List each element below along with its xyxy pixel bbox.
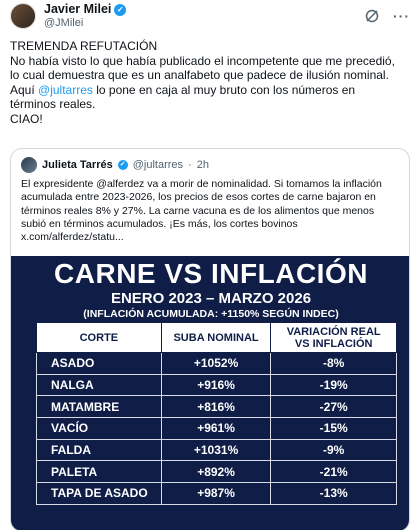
cell-nominal: +892% [160,460,272,484]
data-table: CORTE SUBA NOMINAL VARIACIÓN REAL VS INF… [36,322,397,505]
infographic-image[interactable]: CARNE VS INFLACIÓN ENERO 2023 – MARZO 20… [11,256,409,530]
infographic-subtitle: ENERO 2023 – MARZO 2026 [110,290,312,307]
mention-link[interactable]: @jultarres [38,82,93,97]
quoted-text-line: El expresidente @alferdez va a morir de … [21,178,382,190]
author-handle[interactable]: @JMilei [44,16,84,29]
column-header: SUBA NOMINAL [160,322,272,353]
cell-corte: NALGA [36,373,162,397]
table-header-row: CORTE SUBA NOMINAL VARIACIÓN REAL VS INF… [36,322,397,353]
author-info: Javier Milei ✓ @JMilei [44,2,127,29]
quoted-tweet[interactable]: Julieta Tarrés ✓ @jultarres · 2h El expr… [10,148,410,530]
cell-real: -8% [270,352,397,375]
column-header: VARIACIÓN REAL VS INFLACIÓN [270,322,397,353]
avatar[interactable] [10,3,36,29]
post-line: lo pone en caja al muy bruto con los núm… [92,82,356,97]
cell-corte: TAPA DE ASADO [36,482,162,505]
cell-real: -13% [270,482,397,505]
table-row: ASADO +1052% -8% [36,352,397,375]
cell-nominal: +916% [160,373,272,397]
quoted-text: El expresidente @alferdez va a morir de … [21,178,403,244]
quoted-text-line: x.com/alferdez/statu... [21,231,124,244]
header-actions: ··· [365,8,410,24]
cell-real: -27% [270,395,397,419]
post-line: lo cual demuestra que es un analfabeto q… [10,68,389,83]
cell-corte: PALETA [36,460,162,484]
infographic-note: (INFLACIÓN ACUMULADA: +1150% SEGÚN INDEC… [83,308,339,320]
quoted-text-line: términos reales 8% y 27%. La carne vacun… [21,204,375,217]
quoted-avatar[interactable] [21,157,37,173]
cell-nominal: +961% [160,417,272,440]
cell-real: -21% [270,460,397,484]
tweet-header: Javier Milei ✓ @JMilei ··· [10,2,410,30]
cell-corte: MATAMBRE [36,395,162,419]
quoted-text-line: acumulada entre 2023-2026, los precios d… [21,191,376,204]
cell-real: -15% [270,417,397,440]
column-header-line: VARIACIÓN REAL [286,325,381,338]
cell-real: -19% [270,373,397,397]
cell-corte: FALDA [36,438,162,462]
separator-dot: · [188,159,192,171]
column-header: CORTE [36,322,162,353]
post-line: términos reales. [10,97,96,112]
grok-icon[interactable] [365,9,379,23]
table-row: MATAMBRE +816% -27% [36,395,397,419]
table-row: VACÍO +961% -15% [36,417,397,440]
tweet-text: TREMENDA REFUTACIÓN No había visto lo qu… [10,39,410,127]
column-header-line: VS INFLACIÓN [294,337,373,350]
cell-nominal: +816% [160,395,272,419]
cell-nominal: +1052% [160,352,272,375]
cell-nominal: +987% [160,482,272,505]
cell-corte: VACÍO [36,417,162,440]
quoted-author-name[interactable]: Julieta Tarrés [42,159,113,171]
table-row: PALETA +892% -21% [36,460,397,484]
table-row: FALDA +1031% -9% [36,438,397,462]
post-line: No había visto lo que había publicado el… [10,53,395,68]
quoted-header: Julieta Tarrés ✓ @jultarres · 2h [21,157,209,173]
post-line: TREMENDA REFUTACIÓN [10,39,158,53]
quoted-text-line: subió en términos acumulados. ¡Es más, l… [21,217,298,230]
post-line: CIAO! [10,111,43,126]
quoted-author-handle[interactable]: @jultarres [132,159,184,171]
verified-badge-icon: ✓ [114,3,127,16]
table-row: TAPA DE ASADO +987% -13% [36,482,397,505]
more-options-icon[interactable]: ··· [393,8,410,24]
quoted-time[interactable]: 2h [196,159,209,171]
table-row: NALGA +916% -19% [36,373,397,397]
post-line: Aquí [10,82,39,97]
cell-corte: ASADO [36,352,162,375]
verified-badge-icon: ✓ [117,160,128,170]
author-name[interactable]: Javier Milei [44,2,112,17]
cell-real: -9% [270,438,397,462]
infographic-title: CARNE VS INFLACIÓN [54,258,368,289]
cell-nominal: +1031% [160,438,272,462]
